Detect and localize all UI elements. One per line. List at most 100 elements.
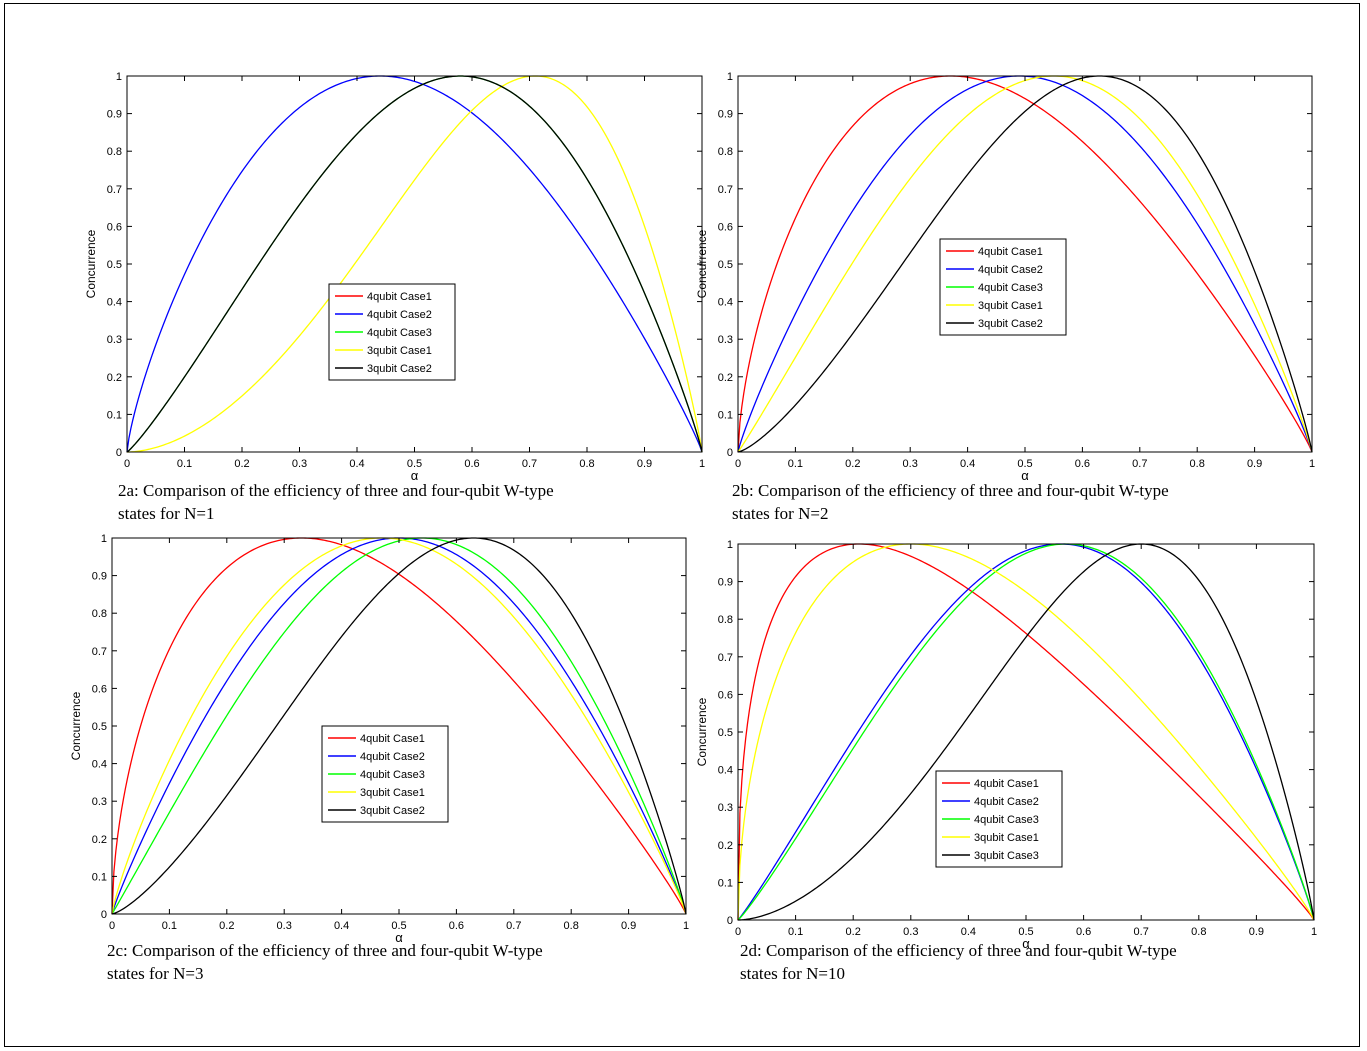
caption-line1: 2b: Comparison of the efficiency of thre… — [732, 479, 1169, 502]
x-tick-label: 0.3 — [277, 920, 292, 932]
legend-entry: 4qubit Case1 — [367, 291, 432, 303]
y-tick-label: 0.3 — [718, 802, 733, 814]
x-tick-label: 0 — [735, 458, 741, 470]
x-tick-label: 0 — [124, 458, 130, 470]
caption-line1: 2d: Comparison of the efficiency of thre… — [740, 939, 1177, 962]
x-tick-label: 0.8 — [1191, 926, 1206, 938]
x-tick-label: 0.4 — [334, 920, 349, 932]
x-tick-label: 0.4 — [961, 926, 976, 938]
y-tick-label: 0.4 — [107, 297, 122, 309]
x-tick-label: 0.3 — [903, 926, 918, 938]
x-tick-label: 0.6 — [1076, 926, 1091, 938]
y-tick-label: 0.5 — [92, 721, 107, 733]
y-tick-label: 0.2 — [107, 372, 122, 384]
plot-area — [127, 76, 702, 452]
legend-entry: 4qubit Case1 — [360, 733, 425, 745]
y-tick-label: 0.5 — [107, 259, 122, 271]
legend-entry: 3qubit Case3 — [974, 850, 1039, 862]
y-axis-label: Concurrence — [695, 229, 709, 298]
x-tick-label: 0.2 — [219, 920, 234, 932]
y-tick-label: 0.9 — [107, 109, 122, 121]
y-tick-label: 0.5 — [718, 259, 733, 271]
legend-entry: 3qubit Case2 — [367, 363, 432, 375]
y-tick-label: 0.3 — [107, 334, 122, 346]
legend-entry: 4qubit Case3 — [974, 814, 1039, 826]
legend-entry: 4qubit Case3 — [360, 769, 425, 781]
x-tick-label: 0.8 — [1190, 458, 1205, 470]
y-axis-label: Concurrence — [69, 691, 83, 760]
legend-entry: 3qubit Case1 — [978, 300, 1043, 312]
y-tick-label: 0.4 — [718, 297, 733, 309]
caption-line2: states for N=3 — [107, 962, 543, 985]
x-tick-label: 0.6 — [464, 458, 479, 470]
caption-2a: 2a: Comparison of the efficiency of thre… — [118, 479, 554, 525]
x-tick-label: 1 — [1311, 926, 1317, 938]
y-tick-label: 0.6 — [92, 683, 107, 695]
chart-2b: 0 0.1 0.2 0.3 0.4 0.5 0.6 0.7 0.8 0.9 100.10.20.30… — [686, 66, 1286, 476]
legend-entry: 4qubit Case2 — [974, 796, 1039, 808]
x-tick-label: 0.3 — [903, 458, 918, 470]
y-tick-label: 0.6 — [718, 221, 733, 233]
y-tick-label: 0.8 — [718, 146, 733, 158]
y-tick-label: 0.1 — [107, 409, 122, 421]
y-tick-label: 0.3 — [92, 796, 107, 808]
x-tick-label: 0 — [109, 920, 115, 932]
y-tick-label: 0.7 — [718, 184, 733, 196]
y-tick-label: 0.8 — [718, 614, 733, 626]
y-tick-label: 0.2 — [92, 834, 107, 846]
x-tick-label: 0.4 — [960, 458, 975, 470]
legend-entry: 4qubit Case3 — [367, 327, 432, 339]
caption-2c: 2c: Comparison of the efficiency of thre… — [107, 939, 543, 985]
y-tick-label: 1 — [101, 533, 107, 545]
y-tick-label: 0.8 — [107, 146, 122, 158]
y-tick-label: 1 — [727, 71, 733, 83]
y-tick-label: 0 — [101, 909, 107, 921]
y-tick-label: 0.7 — [107, 184, 122, 196]
y-tick-label: 1 — [727, 539, 733, 551]
x-tick-label: 0.9 — [621, 920, 636, 932]
caption-line2: states for N=1 — [118, 502, 554, 525]
x-tick-label: 0.7 — [1132, 458, 1147, 470]
caption-line1: 2c: Comparison of the efficiency of thre… — [107, 939, 543, 962]
y-tick-label: 0.1 — [718, 877, 733, 889]
y-tick-label: 0 — [116, 447, 122, 459]
x-tick-label: 0.9 — [637, 458, 652, 470]
y-tick-label: 1 — [116, 71, 122, 83]
y-axis-label: Concurrence — [84, 229, 98, 298]
x-tick-label: 0.3 — [292, 458, 307, 470]
x-tick-label: 0.8 — [579, 458, 594, 470]
y-tick-label: 0 — [727, 915, 733, 927]
x-tick-label: 0.8 — [564, 920, 579, 932]
legend-entry: 3qubit Case1 — [974, 832, 1039, 844]
caption-line2: states for N=10 — [740, 962, 1177, 985]
y-tick-label: 0.3 — [718, 334, 733, 346]
legend-entry: 3qubit Case2 — [978, 318, 1043, 330]
y-tick-label: 0.9 — [718, 109, 733, 121]
legend-entry: 3qubit Case1 — [360, 787, 425, 799]
legend-entry: 4qubit Case2 — [978, 264, 1043, 276]
y-tick-label: 0.9 — [718, 577, 733, 589]
y-tick-label: 0.2 — [718, 840, 733, 852]
legend-entry: 4qubit Case2 — [367, 309, 432, 321]
caption-line2: states for N=2 — [732, 502, 1169, 525]
chart-2a: 0 0.1 0.2 0.3 0.4 0.5 0.6 0.7 0.8 0.9 100.10.20.30… — [75, 66, 675, 476]
y-tick-label: 0.8 — [92, 608, 107, 620]
caption-line1: 2a: Comparison of the efficiency of thre… — [118, 479, 554, 502]
y-tick-label: 0.4 — [718, 765, 733, 777]
legend-entry: 3qubit Case1 — [367, 345, 432, 357]
caption-2d: 2d: Comparison of the efficiency of thre… — [740, 939, 1177, 985]
x-tick-label: 0.2 — [846, 926, 861, 938]
y-tick-label: 0.9 — [92, 571, 107, 583]
y-tick-label: 0.1 — [718, 409, 733, 421]
x-tick-label: 0.1 — [788, 458, 803, 470]
y-tick-label: 0.6 — [718, 689, 733, 701]
legend-entry: 4qubit Case1 — [978, 246, 1043, 258]
y-tick-label: 0.7 — [718, 652, 733, 664]
x-tick-label: 0.1 — [162, 920, 177, 932]
y-tick-label: 0.2 — [718, 372, 733, 384]
legend-entry: 4qubit Case1 — [974, 778, 1039, 790]
legend-entry: 3qubit Case2 — [360, 805, 425, 817]
x-tick-label: 0.6 — [1075, 458, 1090, 470]
x-tick-label: 0.7 — [522, 458, 537, 470]
chart-2d: 0 0.1 0.2 0.3 0.4 0.5 0.6 0.7 0.8 0.9 1 0 0.1 0.2 0.3 0… — [686, 534, 1286, 944]
